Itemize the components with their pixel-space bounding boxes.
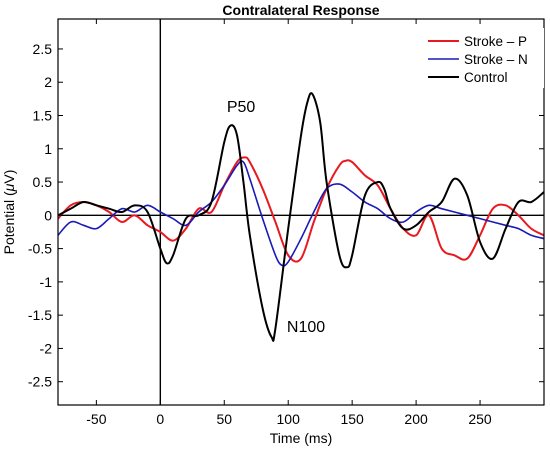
y-tick-label: -1 xyxy=(40,274,53,290)
x-tick-label: 100 xyxy=(277,411,301,427)
y-tick-label: -2 xyxy=(40,340,53,356)
y-axis-title-suffix: V) xyxy=(1,170,17,184)
annotation-p50: P50 xyxy=(227,99,256,116)
y-tick-label: 1.5 xyxy=(33,108,53,124)
x-tick-label: -50 xyxy=(86,411,106,427)
y-axis-title-mu: μ xyxy=(1,183,17,192)
x-tick-label: 150 xyxy=(340,411,364,427)
y-tick-label: -2.5 xyxy=(28,374,52,390)
tick-labels: -50 0 50 100 150 200 250 -2.5 -2 -1.5 -1 -0.5 0 0.5 1 1… xyxy=(28,19,544,427)
axes-box xyxy=(57,18,545,406)
y-tick-label: 1 xyxy=(44,141,52,157)
legend-label-control: Control xyxy=(464,70,508,85)
legend-label-stroke-n: Stroke – N xyxy=(464,52,528,67)
x-tick-label: 0 xyxy=(156,411,164,427)
y-tick-label: 2 xyxy=(44,74,52,90)
chart-title: Contralateral Response xyxy=(222,2,379,18)
legend: Stroke – P Stroke – N Control xyxy=(423,28,544,88)
series-line-stroke-p xyxy=(58,156,544,263)
y-tick-label: -1.5 xyxy=(28,307,52,323)
y-tick-label: 0 xyxy=(44,207,52,223)
plot-area xyxy=(57,18,545,406)
x-tick-label: 250 xyxy=(468,411,492,427)
series-line-control xyxy=(58,92,544,342)
legend-label-stroke-p: Stroke – P xyxy=(464,34,527,49)
y-axis-title: Potential (μV) xyxy=(1,170,17,255)
annotation-n100: N100 xyxy=(287,319,325,336)
y-tick-label: 0.5 xyxy=(33,174,53,190)
x-axis-title: Time (ms) xyxy=(270,430,332,446)
y-tick-label: 2.5 xyxy=(33,41,53,57)
y-axis-title-prefix: Potential ( xyxy=(1,191,17,254)
x-tick-label: 50 xyxy=(216,411,232,427)
x-tick-label: 200 xyxy=(404,411,428,427)
y-tick-label: -0.5 xyxy=(28,241,52,257)
